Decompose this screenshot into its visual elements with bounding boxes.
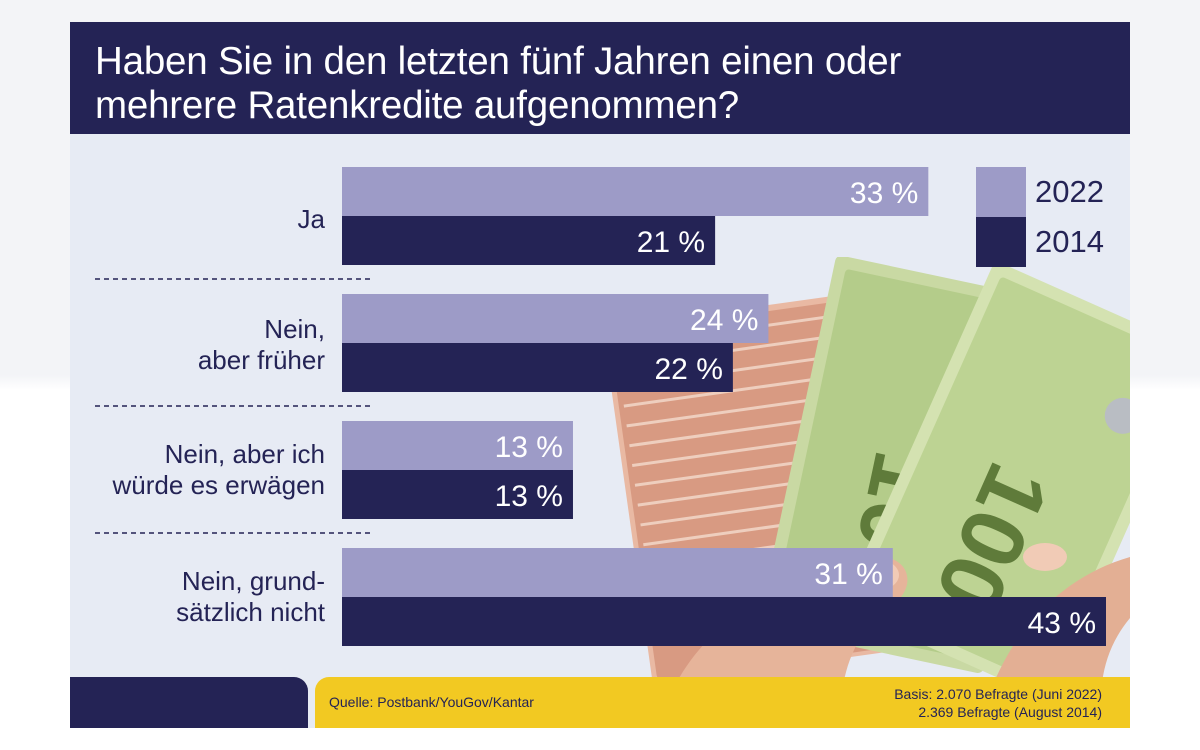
category-label-line: Nein, (264, 314, 325, 344)
legend-label-2014: 2014 (1035, 224, 1104, 259)
category-label-line: Ja (297, 204, 325, 234)
source-text: Quelle: Postbank/YouGov/Kantar (329, 694, 534, 710)
basis-line-1: Basis: 2.070 Befragte (Juni 2022) (894, 686, 1102, 702)
bar-value-label-2022-3: 31 % (814, 558, 882, 591)
category-label-line: Nein, aber ich (164, 439, 325, 469)
legend-label-2022: 2022 (1035, 174, 1104, 209)
title-line-1: Haben Sie in den letzten fünf Jahren ein… (95, 40, 902, 83)
category-label-grundsaetzlich-nicht: Nein, grund- sätzlich nicht (176, 566, 325, 628)
bar-2022-3 (342, 548, 893, 597)
bar-value-label-2022-2: 13 % (495, 431, 563, 464)
bar-value-label-2014-0: 21 % (637, 226, 705, 259)
footer-source-bar: Quelle: Postbank/YouGov/Kantar Basis: 2.… (315, 677, 1130, 728)
footer-accent-bar (70, 677, 308, 728)
bar-2014-1 (342, 343, 733, 392)
legend-swatch-2014 (976, 217, 1026, 267)
bar-value-label-2014-1: 22 % (654, 353, 722, 386)
bar-2022-2 (342, 421, 573, 470)
bar-value-label-2022-1: 24 % (690, 304, 758, 337)
bar-value-label-2022-0: 33 % (850, 177, 918, 210)
page-title: Haben Sie in den letzten fünf Jahren ein… (95, 40, 901, 128)
bar-value-label-2014-2: 13 % (495, 480, 563, 513)
category-label-line: Nein, grund- (181, 566, 325, 596)
category-label-ja: Ja (298, 204, 325, 235)
category-label-erwaegen: Nein, aber ich würde es erwägen (113, 439, 325, 501)
title-line-2: mehrere Ratenkredite aufgenommen? (95, 84, 739, 127)
basis-text: Basis: 2.070 Befragte (Juni 2022) 2.369 … (894, 685, 1102, 721)
legend-swatch-2022 (976, 167, 1026, 217)
bar-2014-2 (342, 470, 573, 519)
bar-2014-3 (342, 597, 1106, 646)
infographic-card: 100 100 Haben Sie in den letzten fünf Ja… (70, 22, 1130, 728)
basis-line-2: 2.369 Befragte (August 2014) (918, 704, 1102, 720)
bar-value-label-2014-3: 43 % (1028, 607, 1096, 640)
bar-chart: 33 % 21 % 24 % 22 % 13 % 13 % 31 % 43 % (95, 167, 1106, 646)
bar-2014-0 (342, 216, 716, 265)
bar-2022-0 (342, 167, 929, 216)
bar-2022-1 (342, 294, 769, 343)
category-label-nein-frueher: Nein, aber früher (198, 314, 325, 376)
category-label-line: würde es erwägen (112, 470, 325, 500)
header-bar: Haben Sie in den letzten fünf Jahren ein… (70, 22, 1130, 134)
category-label-line: sätzlich nicht (176, 597, 325, 627)
category-label-line: aber früher (197, 345, 325, 375)
